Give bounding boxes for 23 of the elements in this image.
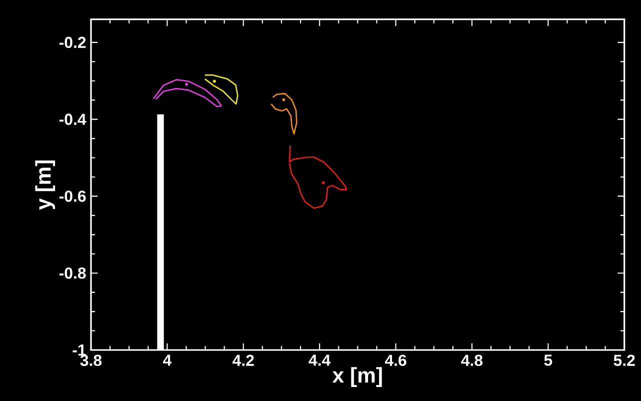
line-series (152, 79, 222, 108)
y-tick-label: -0.2 (59, 36, 86, 48)
y-axis-title: y [m] (35, 160, 56, 210)
x-tick-label: 4.8 (461, 354, 483, 366)
x-tick-label: 4.2 (232, 354, 254, 366)
y-tick-label: -0.6 (59, 190, 86, 202)
x-axis-title: x [m] (332, 367, 382, 387)
y-tick-label: -0.4 (59, 114, 86, 125)
line-series (288, 144, 348, 209)
point (185, 82, 188, 86)
line-series (270, 92, 298, 135)
point (282, 98, 286, 102)
x-tick-label: 5 (544, 354, 552, 366)
x-tick-label: 3.8 (80, 354, 102, 366)
point (322, 181, 325, 184)
x-tick-label: 5.2 (614, 354, 635, 366)
x-tick-label: 4.4 (308, 354, 331, 366)
line-series (204, 74, 238, 105)
y-tick-label: -0.8 (59, 267, 86, 279)
point (212, 80, 216, 83)
y-tick-label: -1 (72, 344, 86, 356)
x-tick-label: 4 (163, 354, 172, 366)
x-tick-label: 4.6 (384, 354, 406, 366)
